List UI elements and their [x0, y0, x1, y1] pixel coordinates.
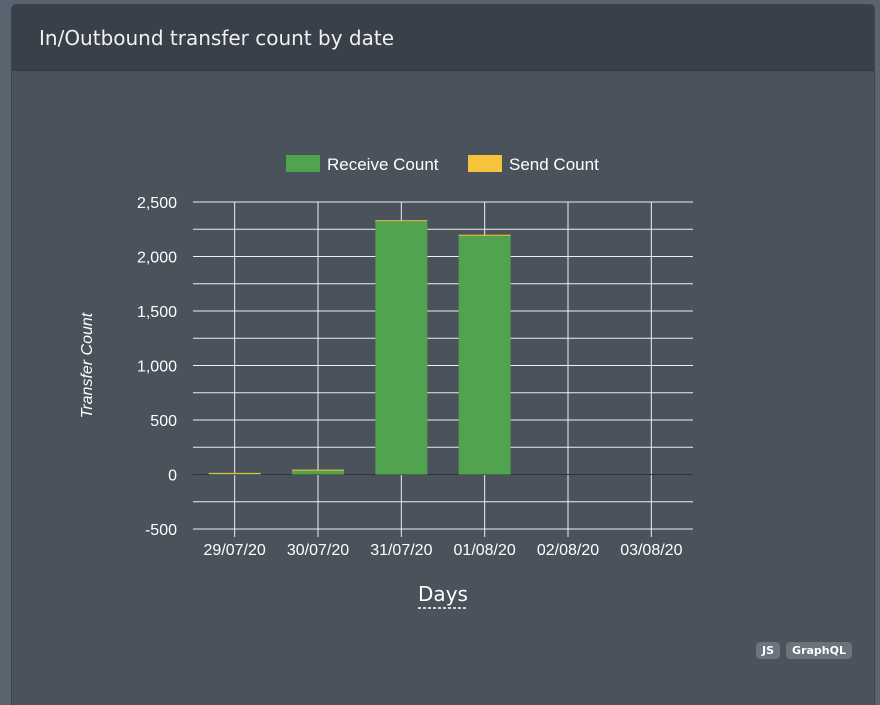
- receive-count-bar[interactable]: [458, 235, 511, 475]
- badge-group: JS GraphQL: [756, 642, 852, 659]
- chart-panel: In/Outbound transfer count by date: [12, 5, 874, 705]
- y-tick-label: 2,500: [137, 195, 177, 212]
- legend-swatch-receive[interactable]: [286, 155, 320, 172]
- graphql-badge[interactable]: GraphQL: [786, 642, 852, 659]
- legend-label-send[interactable]: Send Count: [509, 155, 599, 174]
- send-count-bar[interactable]: [458, 234, 511, 236]
- y-tick-label: 2,000: [137, 250, 177, 267]
- y-tick-label: 0: [168, 468, 177, 485]
- x-tick-label: 03/08/20: [620, 542, 682, 559]
- y-tick-label: 1,500: [137, 304, 177, 321]
- y-tick-label: -500: [145, 522, 177, 539]
- send-count-bar[interactable]: [208, 472, 261, 474]
- y-tick-label: 500: [150, 413, 177, 430]
- x-tick-label: 30/07/20: [287, 542, 349, 559]
- receive-count-bar[interactable]: [375, 221, 428, 475]
- send-count-bar[interactable]: [375, 220, 428, 222]
- x-tick-label: 31/07/20: [370, 542, 432, 559]
- send-count-bar[interactable]: [292, 469, 344, 471]
- y-axis-title: Transfer Count: [79, 312, 96, 418]
- legend-label-receive[interactable]: Receive Count: [327, 155, 439, 174]
- js-badge[interactable]: JS: [756, 642, 781, 659]
- receive-count-bar[interactable]: [292, 470, 344, 475]
- x-tick-label: 01/08/20: [454, 542, 516, 559]
- panel-header: In/Outbound transfer count by date: [12, 5, 874, 71]
- legend-swatch-send[interactable]: [468, 155, 502, 172]
- y-tick-label: 1,000: [137, 359, 177, 376]
- x-tick-label: 29/07/20: [204, 542, 266, 559]
- x-tick-label: 02/08/20: [537, 542, 599, 559]
- panel-title: In/Outbound transfer count by date: [39, 25, 395, 50]
- x-axis-title: Days: [418, 582, 468, 606]
